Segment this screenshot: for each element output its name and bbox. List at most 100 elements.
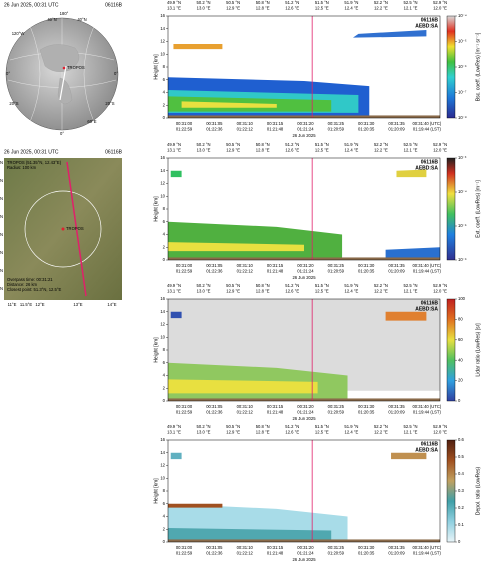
bottom-axis-label: 00:31:25 <box>328 545 345 550</box>
y-tick-label: 2 <box>163 526 166 531</box>
colorbar-tick-label: 10⁻⁴ <box>458 13 467 18</box>
lat-label: 50.7°N <box>0 268 3 273</box>
curtain-feature <box>352 30 427 38</box>
top-axis-label: 50.8 °N <box>256 142 270 147</box>
panel-badge: 06116B <box>421 300 439 306</box>
y-axis-label: Height [km] <box>153 196 159 222</box>
bottom-axis-label: 00:31:20 <box>297 545 314 550</box>
y-tick-label: 6 <box>163 219 166 224</box>
y-tick-label: 10 <box>160 51 165 56</box>
globe-label: 20°S <box>9 101 18 106</box>
top-axis-label: 52.5 °N <box>404 0 418 5</box>
curtain-feature <box>385 311 427 321</box>
bottom-axis-label: 01:21:24 <box>297 269 314 274</box>
top-axis-label: 50.5 °N <box>226 0 240 5</box>
top-axis-label: 52.5 °N <box>404 283 418 288</box>
top-axis-label: 12.5 °E <box>315 289 329 294</box>
bottom-axis-label: 01:22:59 <box>176 127 193 132</box>
top-axis-label: 52.5 °N <box>404 424 418 429</box>
bottom-axis-label: 01:22:12 <box>237 269 254 274</box>
y-tick-label: 4 <box>163 514 166 519</box>
map-info: Overpass time: 00:31:21 <box>7 277 53 282</box>
colorbar-tick-label: 10⁻³ <box>458 155 467 160</box>
bottom-axis-label: 00:31:40 (UTC) <box>412 404 441 409</box>
bottom-axis-label: 00:31:40 (UTC) <box>412 263 441 268</box>
top-axis-label: 52.2 °N <box>374 0 388 5</box>
station-marker <box>61 227 65 231</box>
globe-label: 0° <box>60 131 64 136</box>
lon-label: 14°E <box>107 302 116 307</box>
y-tick-label: 0 <box>163 539 166 544</box>
bottom-axis-label: 01:22:59 <box>176 410 193 415</box>
y-tick-label: 6 <box>163 360 166 365</box>
lat-label: 52.5°N <box>0 160 3 165</box>
top-axis-label: 12.2 °E <box>374 289 388 294</box>
top-axis-label: 51.5 °N <box>315 424 329 429</box>
bottom-axis-label: 01:20:09 <box>388 269 405 274</box>
top-axis-label: 12.8 °E <box>256 430 270 435</box>
top-axis-label: 52.9 °N <box>433 0 447 5</box>
top-axis-label: 49.9 °N <box>167 142 181 147</box>
map-info: Closest point: 51.3°N, 12.5°E <box>7 287 62 292</box>
bottom-axis-label: 01:20:59 <box>328 269 345 274</box>
lon-label: 13°E <box>73 302 82 307</box>
bottom-axis-label: 00:31:35 <box>388 545 405 550</box>
panel-badge: 06116B <box>421 159 439 165</box>
ground <box>168 257 440 260</box>
y-tick-label: 14 <box>160 168 165 173</box>
colorbar-tick-label: 60 <box>458 337 463 342</box>
curtain-feature <box>170 311 182 319</box>
panel-badge: AEBD:SA <box>415 306 438 312</box>
top-axis-label: 49.9 °N <box>167 424 181 429</box>
y-tick-label: 16 <box>160 437 165 442</box>
top-axis-label: 51.2 °N <box>285 142 299 147</box>
curtain-feature <box>391 452 427 460</box>
bottom-axis-label: 00:31:10 <box>237 545 254 550</box>
top-axis-label: 51.2 °N <box>285 283 299 288</box>
bottom-axis-label: 01:20:35 <box>358 551 375 556</box>
colorbar <box>446 15 456 119</box>
top-axis-label: 12.0 °E <box>433 6 447 11</box>
y-tick-label: 8 <box>163 206 166 211</box>
colorbar-tick-label: 0 <box>458 398 461 403</box>
colorbar-tick-label: 40 <box>458 357 463 362</box>
y-tick-label: 14 <box>160 450 165 455</box>
top-axis-label: 52.9 °N <box>433 283 447 288</box>
map-info: TROPOS (51.35°N, 12.43°E) <box>7 160 62 165</box>
top-axis-label: 13.0 °E <box>197 148 211 153</box>
bottom-axis-label: 01:20:35 <box>358 269 375 274</box>
bottom-axis-label: 00:31:25 <box>328 263 345 268</box>
bottom-axis-label: 01:22:36 <box>206 410 223 415</box>
colorbar-tick-label: 0.1 <box>458 522 464 527</box>
lon-label: 12°E <box>35 302 44 307</box>
bottom-axis-label: 00:31:20 <box>297 121 314 126</box>
top-axis-label: 12.0 °E <box>433 289 447 294</box>
bottom-axis-label: 01:21:48 <box>267 269 284 274</box>
top-axis-label: 12.4 °E <box>345 6 359 11</box>
y-tick-label: 0 <box>163 257 166 262</box>
y-tick-label: 14 <box>160 309 165 314</box>
bottom-axis-label: 01:22:59 <box>176 269 193 274</box>
globe-label: 180° <box>60 11 69 16</box>
colorbar-tick-label: 10⁻⁸ <box>458 115 467 120</box>
bottom-axis-label: 00:31:15 <box>267 121 284 126</box>
bottom-axis-label: 01:22:12 <box>237 551 254 556</box>
bottom-axis-label: 00:31:05 <box>206 404 223 409</box>
y-tick-label: 10 <box>160 334 165 339</box>
lat-label: 51.3°N <box>0 232 3 237</box>
panel-badge: AEBD:SA <box>415 23 438 29</box>
top-axis-label: 50.5 °N <box>226 142 240 147</box>
top-axis-label: 12.6 °E <box>285 289 299 294</box>
y-tick-label: 2 <box>163 385 166 390</box>
bottom-axis-label: 00:31:05 <box>206 545 223 550</box>
bottom-axis-label: 00:31:00 <box>176 121 193 126</box>
bottom-axis-label: 01:22:59 <box>176 551 193 556</box>
bottom-axis-label: 00:31:00 <box>176 263 193 268</box>
bottom-axis-label: 01:21:24 <box>297 410 314 415</box>
bottom-axis-label: 01:21:48 <box>267 551 284 556</box>
top-axis-label: 13.1 °E <box>167 148 181 153</box>
top-axis-label: 12.8 °E <box>256 148 270 153</box>
top-axis-label: 51.9 °N <box>344 0 358 5</box>
